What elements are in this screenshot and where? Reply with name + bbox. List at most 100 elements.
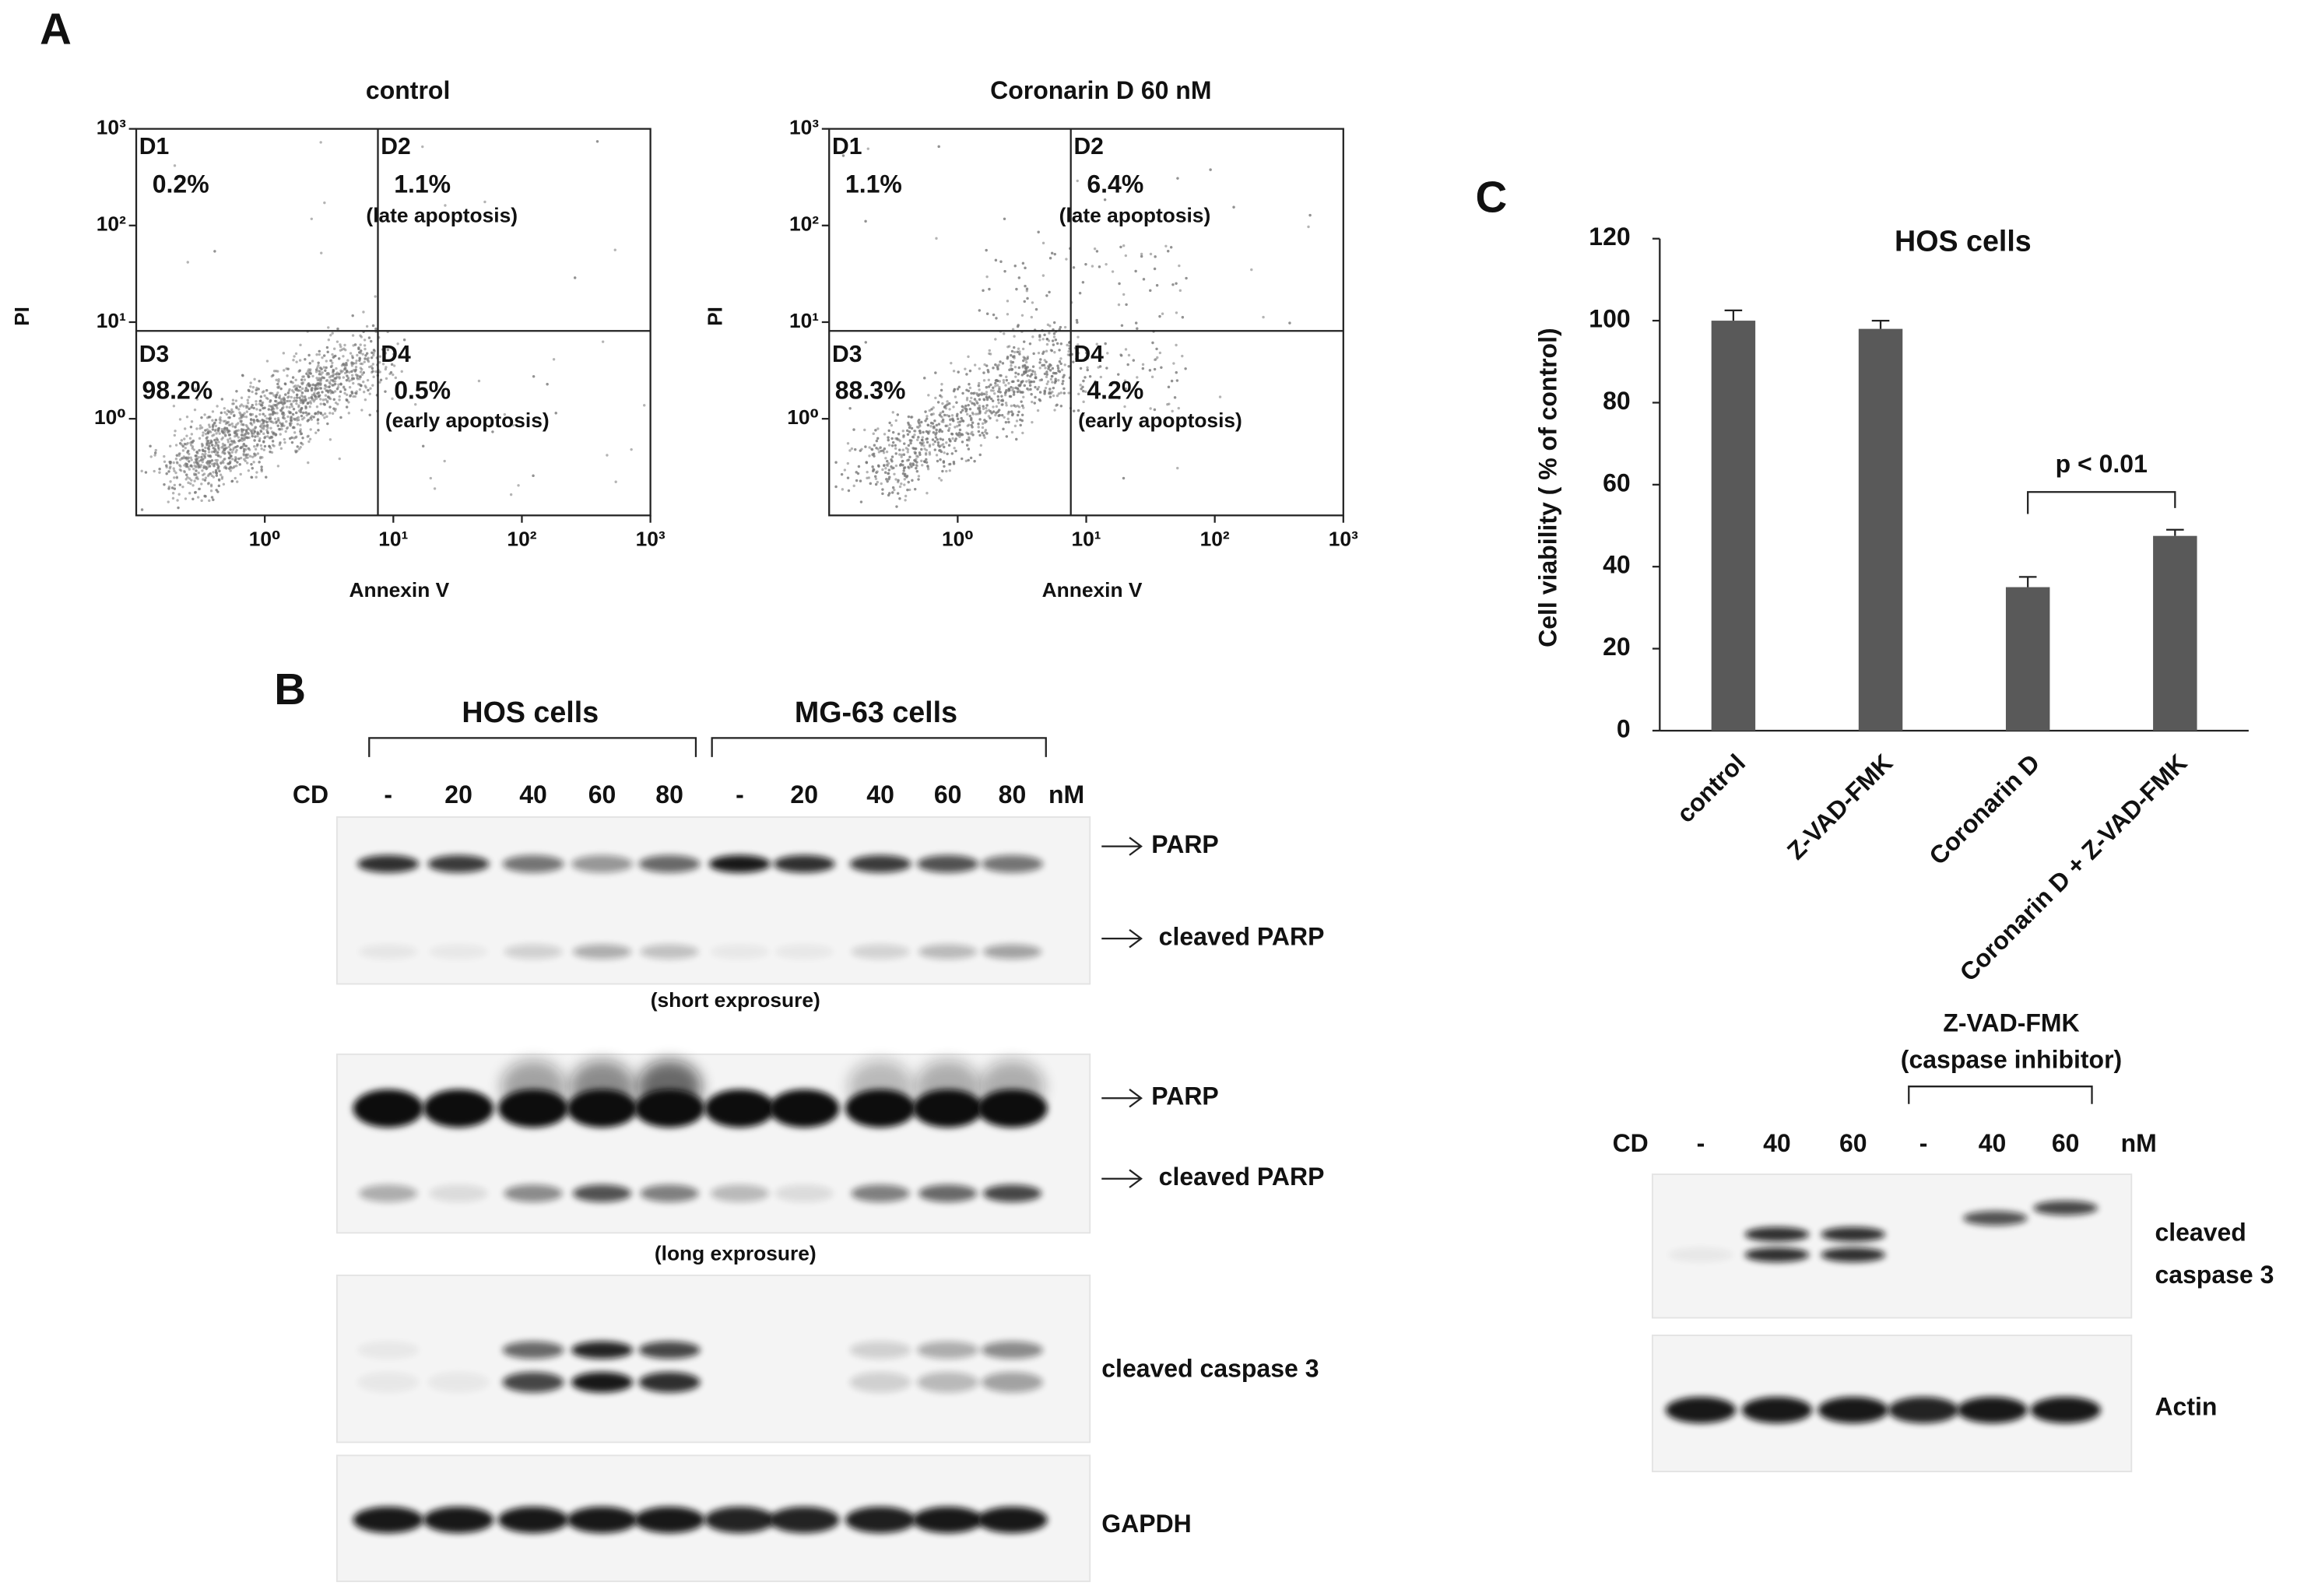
dot (217, 484, 221, 488)
dot (1050, 251, 1054, 255)
dot (223, 458, 227, 461)
dot (191, 439, 195, 443)
dot (1003, 217, 1006, 221)
dot (969, 456, 973, 460)
dot (970, 391, 973, 395)
dot (1045, 349, 1048, 353)
dot (643, 404, 646, 407)
dot (190, 458, 193, 461)
dot (906, 447, 910, 451)
dot (188, 452, 191, 456)
dot (216, 490, 220, 493)
dot (1052, 386, 1055, 390)
dot (1026, 356, 1029, 360)
dot (895, 505, 898, 508)
dot (224, 433, 227, 437)
dot (288, 405, 291, 409)
dot (414, 403, 417, 406)
dot (222, 419, 226, 423)
y-tick-label: 10⁰ (94, 405, 126, 429)
dot (956, 425, 959, 428)
dot (220, 398, 224, 401)
dot (270, 405, 273, 409)
dot (1095, 342, 1098, 346)
dot (345, 393, 349, 396)
dot (202, 454, 206, 458)
dot (201, 460, 204, 464)
dot (327, 391, 330, 394)
dot (279, 447, 283, 451)
dot (315, 405, 319, 409)
dot (1023, 340, 1026, 343)
dot (282, 411, 285, 415)
dot (491, 430, 494, 433)
dot (241, 437, 244, 440)
dot (1008, 368, 1011, 371)
dot (1003, 391, 1007, 395)
dot (972, 391, 975, 395)
dot (363, 360, 366, 363)
lane-label: 20 (790, 780, 818, 809)
group-label: HOS cells (462, 696, 599, 728)
dot (173, 469, 176, 472)
dot (292, 417, 296, 420)
dot (193, 461, 196, 465)
dot (1053, 351, 1056, 354)
dot (884, 467, 887, 470)
dot (1084, 262, 1087, 266)
dot (941, 410, 945, 413)
dot (218, 432, 221, 435)
dot (197, 471, 200, 475)
band (977, 1089, 1048, 1128)
dot (932, 425, 936, 429)
dot (1136, 376, 1139, 379)
dot (274, 395, 278, 398)
dot (935, 423, 939, 427)
dot (1061, 382, 1064, 385)
dot (290, 440, 294, 444)
dot (906, 429, 909, 433)
dot (1017, 410, 1020, 414)
dot (304, 389, 307, 393)
band (918, 944, 978, 959)
dot (210, 459, 214, 462)
dot (296, 419, 299, 422)
dot (149, 444, 152, 448)
dot (178, 468, 181, 472)
dot (876, 427, 880, 430)
dot (312, 393, 316, 396)
bar (1858, 328, 1903, 731)
dot (1307, 225, 1310, 229)
dot (201, 473, 205, 477)
dot (176, 499, 179, 502)
dot (1181, 316, 1185, 319)
dot (294, 378, 297, 381)
dot (204, 495, 207, 498)
dot (985, 275, 989, 279)
dot (1084, 376, 1087, 379)
dot (973, 402, 976, 405)
dot (1042, 350, 1045, 353)
group-label: MG-63 cells (795, 696, 957, 728)
dot (1018, 350, 1021, 353)
dot (207, 416, 211, 419)
dot (252, 418, 255, 422)
dot (242, 450, 246, 453)
dot (371, 363, 375, 366)
dot (897, 433, 901, 436)
dot (276, 465, 280, 468)
dot (296, 423, 300, 426)
dot (1086, 356, 1089, 360)
dot (1018, 384, 1021, 388)
band (1744, 1247, 1810, 1262)
dot (174, 458, 178, 461)
dot (1082, 400, 1085, 404)
dot (1004, 402, 1008, 405)
dot (262, 412, 265, 416)
dot (868, 454, 871, 458)
dot (208, 499, 211, 503)
dot (348, 379, 351, 383)
dot (910, 416, 913, 419)
dot (279, 398, 283, 401)
